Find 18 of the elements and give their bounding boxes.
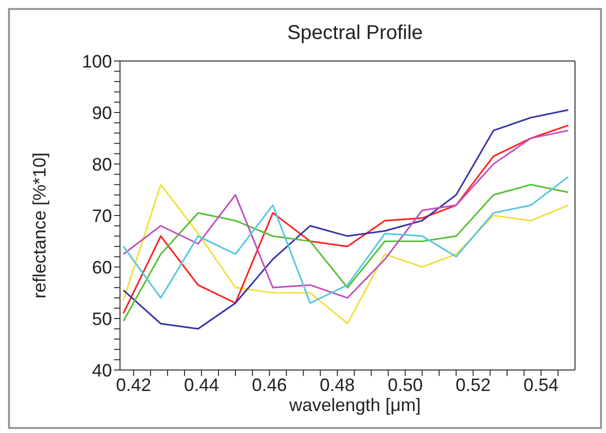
x-axis-title: wavelength [μm] bbox=[288, 395, 422, 416]
y-tick-label: 40 bbox=[92, 360, 112, 380]
x-tick-label: 0.46 bbox=[252, 374, 287, 395]
y-tick-label: 50 bbox=[92, 308, 112, 329]
x-tick-label: 0.52 bbox=[456, 374, 491, 395]
x-tick-label: 0.54 bbox=[524, 374, 559, 395]
x-tick-label: 0.42 bbox=[116, 374, 152, 395]
x-tick-label: 0.50 bbox=[388, 374, 423, 395]
y-tick-label: 90 bbox=[92, 102, 112, 123]
y-tick-label: 70 bbox=[92, 206, 112, 226]
y-axis-title: reflectance [%*10] bbox=[30, 152, 50, 298]
x-tick-label: 0.48 bbox=[320, 374, 355, 395]
line-series bbox=[122, 176, 570, 304]
y-tick-label: 80 bbox=[92, 154, 112, 174]
y-tick-label: 100 bbox=[82, 51, 112, 72]
x-tick-label: 0.44 bbox=[184, 374, 220, 395]
y-tick-label: 60 bbox=[92, 257, 112, 278]
chart-title: Spectral Profile bbox=[286, 22, 424, 45]
